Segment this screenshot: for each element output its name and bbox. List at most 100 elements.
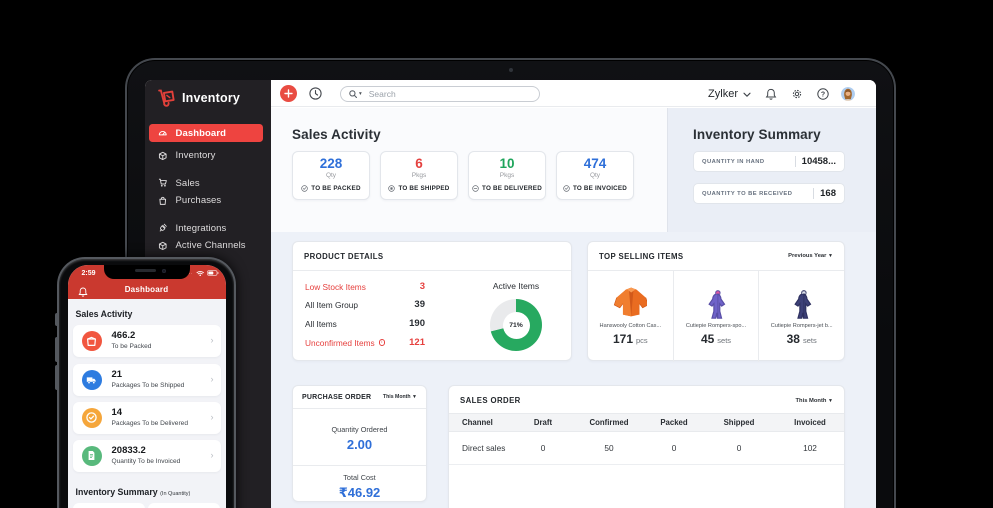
column-header: Invoiced: [794, 418, 826, 427]
user-avatar[interactable]: [841, 86, 855, 101]
cell: 0: [736, 443, 742, 453]
column-header: Packed: [660, 418, 688, 427]
pd-value: 121: [409, 337, 425, 348]
sidebar-item-label: Sales: [175, 177, 200, 189]
sidebar-item-integrations[interactable]: Integrations: [149, 219, 263, 237]
phone-nav-title: Dashboard: [124, 285, 169, 294]
chevron-right-icon: ›: [210, 373, 214, 384]
quantity-ordered-label: Quantity Ordered: [331, 425, 388, 434]
column-header: Confirmed: [589, 418, 629, 427]
sidebar-item-label: Dashboard: [175, 127, 227, 139]
stat-label: TO BE INVOICED: [572, 185, 628, 192]
purchase-order-title: PURCHASE ORDER: [302, 393, 372, 401]
sales-order-table-row[interactable]: Direct sales 0 50 0 0 102: [449, 432, 844, 465]
info-icon[interactable]: i: [378, 339, 386, 346]
sidebar-item-active-channels[interactable]: Active Channels: [149, 237, 263, 255]
row-low-stock-items[interactable]: Low Stock Items 3: [305, 281, 425, 292]
inventory-summary-title: Inventory Summary: [693, 127, 821, 142]
tablet-screen: Inventory Dashboard Inventory Sales Purc…: [145, 80, 876, 508]
sidebar-item-dashboard[interactable]: Dashboard: [149, 124, 263, 142]
phone-inventory-summary-suffix: (In Quantity): [160, 491, 191, 497]
app-logo-label: Inventory: [182, 91, 241, 105]
phone-device: 2:59 .... Dashboard Sales Activity: [54, 257, 236, 508]
stat-value: 228: [319, 156, 343, 171]
chevron-right-icon: ›: [210, 335, 214, 345]
phone-summary-box-1[interactable]: [72, 503, 145, 508]
battery-icon: [206, 270, 219, 276]
top-selling-filter[interactable]: Previous Year ▼: [788, 253, 833, 259]
purchase-order-filter[interactable]: This Month ▼: [383, 394, 417, 400]
sales-order-card: SALES ORDER This Month ▼ Channel Draft C…: [448, 385, 845, 508]
phone-inventory-summary-label: Inventory Summary: [75, 487, 158, 497]
phone-front-camera: [161, 268, 166, 273]
sidebar-item-sales[interactable]: Sales: [149, 174, 263, 192]
phone-card-quantity-to-be-invoiced[interactable]: 20833.2 Quantity To be Invoiced ›: [72, 439, 221, 472]
stat-card-to-be-shipped[interactable]: 6 Pkgs TO BE SHIPPED: [380, 151, 458, 200]
top-item-unit: sets: [802, 336, 817, 345]
top-item-unit: pcs: [636, 336, 648, 345]
top-item-unit: sets: [717, 336, 732, 345]
phone-card-packages-to-be-shipped[interactable]: 21 Packages To be Shipped ›: [72, 363, 221, 396]
top-item-1[interactable]: Hanswooly Cotton Cas... 171 pcs: [588, 271, 674, 362]
stat-card-to-be-packed[interactable]: 228 Qty TO BE PACKED: [292, 151, 370, 200]
search-input[interactable]: ▾ Search: [340, 85, 540, 102]
stat-unit: Qty: [325, 172, 337, 179]
top-item-name: Cutiepie Rompers-spo...: [685, 323, 747, 329]
product-details-title: PRODUCT DETAILS: [304, 251, 384, 261]
pd-value: 3: [419, 281, 425, 292]
stat-value: 6: [415, 156, 423, 171]
check-circle-icon: [301, 185, 309, 192]
org-chevron-down-icon: [743, 92, 751, 97]
top-item-qty: 38: [786, 332, 800, 346]
filter-label: Previous Year: [788, 253, 827, 259]
stat-value: 474: [583, 156, 607, 171]
sidebar-item-inventory[interactable]: Inventory: [149, 147, 263, 165]
summary-quantity-in-hand[interactable]: QUANTITY IN HAND 10458...: [693, 151, 845, 172]
top-item-name: Cutiepie Rompers-jet b...: [770, 323, 833, 329]
summary-value: 168: [820, 188, 836, 199]
stat-card-to-be-invoiced[interactable]: 474 Qty TO BE INVOICED: [556, 151, 634, 200]
sales-order-table-header: Channel Draft Confirmed Packed Shipped I…: [449, 413, 844, 432]
delivered-circle-icon: [472, 185, 479, 192]
summary-quantity-to-be-received[interactable]: QUANTITY TO BE RECEIVED 168: [693, 183, 845, 204]
total-cost-value: ₹46.92: [338, 485, 381, 500]
row-all-item-group[interactable]: All Item Group 39: [305, 299, 425, 310]
add-new-button[interactable]: [280, 85, 297, 102]
search-scope-caret-icon[interactable]: ▾: [359, 90, 362, 97]
notifications-button[interactable]: [765, 88, 777, 100]
cell: 0: [671, 443, 677, 453]
sales-order-filter[interactable]: This Month ▼: [796, 398, 834, 404]
filter-label: This Month: [795, 397, 827, 404]
tablet-camera-dot: [508, 68, 513, 72]
sales-order-title: SALES ORDER: [460, 396, 521, 405]
app-logo: Inventory: [157, 87, 240, 109]
stat-card-to-be-delivered[interactable]: 10 Pkgs TO BE DELIVERED: [468, 151, 546, 200]
stat-unit: Pkgs: [499, 172, 515, 179]
bell-icon: [766, 88, 776, 100]
phone-card-label: Packages To be Shipped: [111, 381, 185, 389]
org-switcher[interactable]: Zylker: [708, 87, 738, 100]
top-selling-items-card: TOP SELLING ITEMS Previous Year ▼ Hanswo…: [587, 241, 845, 362]
phone-card-to-be-packed[interactable]: 466.2 To be Packed ›: [72, 325, 221, 357]
sidebar-item-label: Purchases: [175, 195, 222, 206]
settings-button[interactable]: [791, 88, 803, 100]
stat-label: TO BE PACKED: [311, 185, 361, 192]
cell: 102: [803, 443, 817, 453]
column-header: Draft: [533, 418, 553, 427]
cell: 0: [540, 443, 546, 453]
row-all-items[interactable]: All Items 190: [305, 318, 425, 329]
chevron-right-icon: ›: [210, 449, 214, 460]
summary-value: 10458...: [801, 156, 836, 167]
invoice-doc-icon: [81, 445, 102, 466]
sidebar-item-purchases[interactable]: Purchases: [149, 192, 263, 210]
sales-activity-section: Sales Activity 228 Qty TO BE PACKED: [271, 108, 667, 232]
topbar-right-cluster: Zylker: [708, 80, 855, 107]
help-button[interactable]: [817, 87, 829, 100]
phone-card-packages-to-be-delivered[interactable]: 14 Packages To be Delivered ›: [72, 401, 221, 434]
top-item-3[interactable]: Cutiepie Rompers-jet b... 38 sets: [759, 271, 844, 362]
top-item-2[interactable]: Cutiepie Rompers-spo... 45 sets: [674, 271, 760, 362]
sidebar-item-label: Active Channels: [175, 240, 246, 251]
recent-history-button[interactable]: [308, 86, 323, 101]
row-unconfirmed-items[interactable]: Unconfirmed Items i 121: [305, 337, 425, 348]
phone-summary-box-2[interactable]: [147, 503, 220, 508]
